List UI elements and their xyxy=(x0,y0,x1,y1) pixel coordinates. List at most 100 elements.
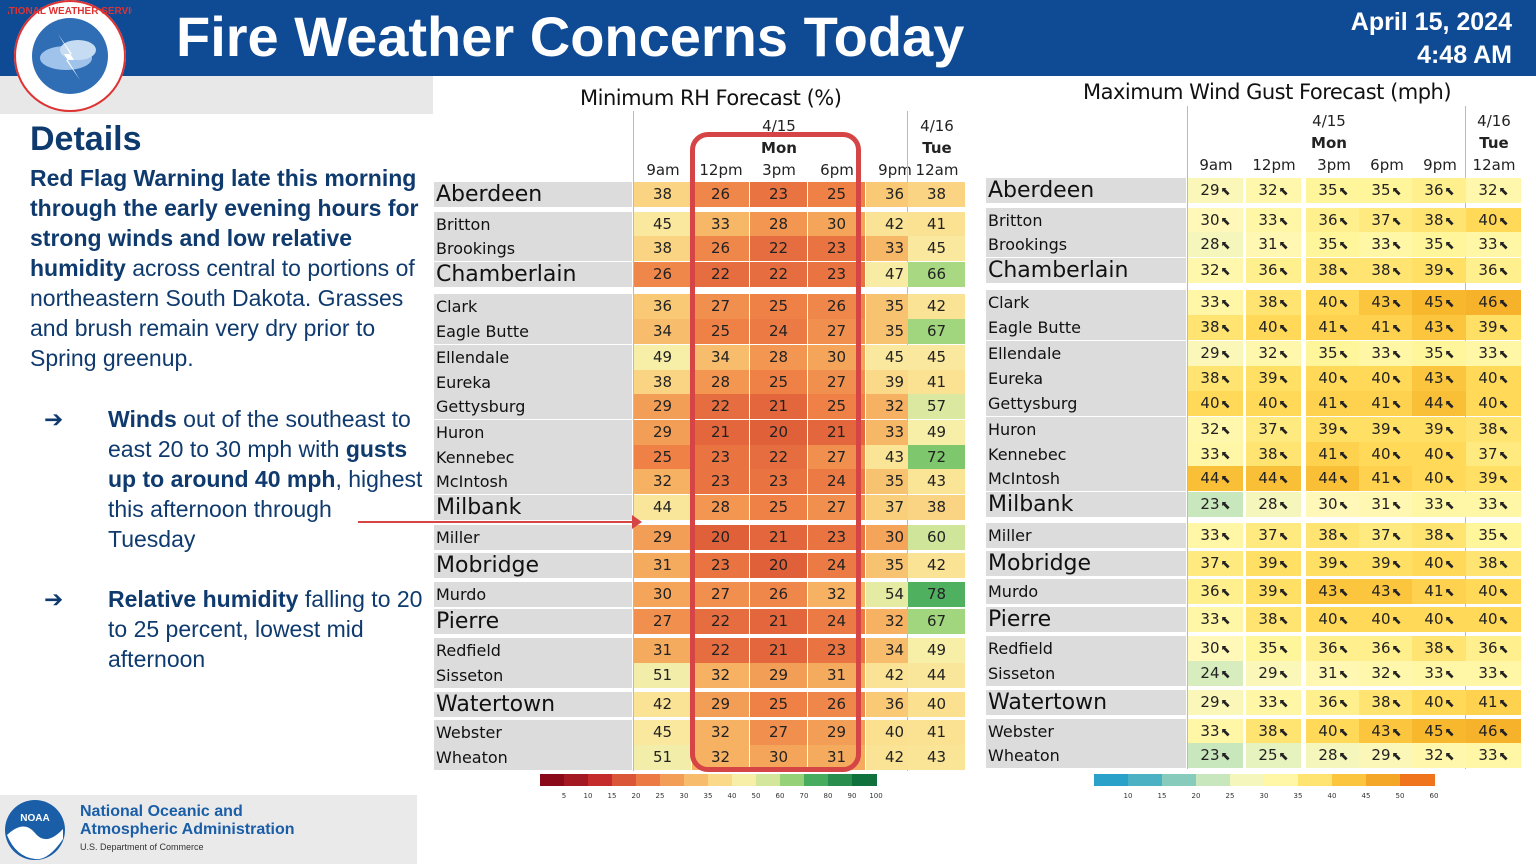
wind-table-value-cell: 33⬉ xyxy=(1466,743,1521,768)
rh-table-value-cell: 45 xyxy=(634,212,691,237)
wind-table-colorbar-segment xyxy=(1332,774,1367,786)
rh-table-value-cell: 43 xyxy=(908,469,965,494)
wind-table-value-cell: 36⬉ xyxy=(1466,258,1521,283)
rh-table-col-header: 9am xyxy=(646,161,680,179)
wind-table-row: Sisseton 24⬉ 29⬉ 31⬉ 32⬉ 33⬉ 33⬉ xyxy=(986,661,1522,687)
rh-table-value-cell: 28 xyxy=(750,212,807,237)
wind-table-value: 36 xyxy=(1318,211,1338,229)
wind-table-value: 39 xyxy=(1371,554,1391,572)
rh-table-colorbar-tick: 35 xyxy=(703,792,713,800)
rh-table-value: 23 xyxy=(826,528,847,546)
rh-table-value-cell: 31 xyxy=(808,663,865,688)
wind-table-value: 40 xyxy=(1478,582,1498,600)
rh-table-value-cell: 29 xyxy=(750,663,807,688)
wind-table-value-cell: 33⬉ xyxy=(1412,661,1467,686)
wind-direction-arrow-icon: ⬉ xyxy=(1220,238,1231,252)
rh-table-value: 25 xyxy=(710,322,731,340)
wind-table-value: 41 xyxy=(1318,445,1338,463)
wind-table-value-cell: 36⬉ xyxy=(1306,208,1361,233)
wind-table-location-label: Brookings xyxy=(986,232,1186,257)
rh-table-value: 26 xyxy=(768,585,789,603)
rh-table-value: 26 xyxy=(710,185,731,203)
rh-table-value: 20 xyxy=(768,423,789,441)
wind-direction-arrow-icon: ⬉ xyxy=(1391,642,1402,656)
wind-direction-arrow-icon: ⬉ xyxy=(1391,448,1402,462)
wind-table-value: 40 xyxy=(1424,610,1444,628)
wind-direction-arrow-icon: ⬉ xyxy=(1220,749,1231,763)
wind-table-divider xyxy=(1187,106,1188,769)
wind-direction-arrow-icon: ⬉ xyxy=(1391,397,1402,411)
wind-direction-arrow-icon: ⬉ xyxy=(1278,696,1289,710)
rh-table-value: 38 xyxy=(652,239,673,257)
wind-table-row: Kennebec 33⬉ 38⬉ 41⬉ 40⬉ 40⬉ 37⬉ xyxy=(986,442,1522,468)
wind-table-value-cell: 33⬉ xyxy=(1188,607,1243,632)
wind-table-value-cell: 37⬉ xyxy=(1359,208,1414,233)
rh-table-value: 49 xyxy=(926,423,947,441)
rh-table-colorbar-segment xyxy=(540,774,565,786)
wind-direction-arrow-icon: ⬉ xyxy=(1498,423,1509,437)
rh-table-value-cell: 22 xyxy=(750,445,807,470)
wind-direction-arrow-icon: ⬉ xyxy=(1391,238,1402,252)
wind-table-value: 38 xyxy=(1258,293,1278,311)
wind-direction-arrow-icon: ⬉ xyxy=(1338,498,1349,512)
rh-table-row: Redfield 31 22 21 23 34 49 xyxy=(434,638,966,664)
rh-table-value-cell: 29 xyxy=(808,720,865,745)
rh-table-value: 41 xyxy=(926,373,947,391)
rh-table-value: 27 xyxy=(826,373,847,391)
wind-table-value: 29 xyxy=(1200,344,1220,362)
nws-logo-icon: NATIONAL WEATHER SERVICE xyxy=(8,0,132,112)
wind-table-value-cell: 44⬉ xyxy=(1306,466,1361,491)
wind-table-value: 44 xyxy=(1318,469,1338,487)
rh-table-value: 28 xyxy=(710,498,731,516)
wind-table-value: 40 xyxy=(1478,610,1498,628)
rh-table-value: 26 xyxy=(826,297,847,315)
rh-table-value: 60 xyxy=(926,528,947,546)
rh-table-value-cell: 43 xyxy=(908,745,965,770)
wind-direction-arrow-icon: ⬉ xyxy=(1444,296,1455,310)
wind-table-value: 35 xyxy=(1318,181,1338,199)
rh-table-value: 27 xyxy=(826,322,847,340)
rh-table-value-cell: 29 xyxy=(634,420,691,445)
wind-table-value: 38 xyxy=(1318,261,1338,279)
wind-table-value: 38 xyxy=(1478,554,1498,572)
wind-table-location-label: Ellendale xyxy=(986,341,1186,366)
rh-table-value: 23 xyxy=(826,265,847,283)
rh-table-value: 33 xyxy=(884,423,905,441)
rh-table-value-cell: 22 xyxy=(692,638,749,663)
wind-table-value: 32 xyxy=(1424,746,1444,764)
wind-table-row: Ellendale 29⬉ 32⬉ 35⬉ 33⬉ 35⬉ 33⬉ xyxy=(986,341,1522,367)
rh-table-colorbar-segment xyxy=(660,774,685,786)
wind-table-value: 38 xyxy=(1200,318,1220,336)
wind-table-value: 37 xyxy=(1371,526,1391,544)
intro-rest: across central to portions of northeaste… xyxy=(30,255,415,371)
rh-table-row: Aberdeen 38 26 23 25 36 38 xyxy=(434,182,966,208)
issue-time: 4:48 AM xyxy=(1417,41,1512,69)
wind-direction-arrow-icon: ⬉ xyxy=(1338,725,1349,739)
wind-table-value: 41 xyxy=(1371,318,1391,336)
wind-table-value-cell: 35⬉ xyxy=(1246,636,1301,661)
rh-table-value: 51 xyxy=(652,666,673,684)
wind-direction-arrow-icon: ⬉ xyxy=(1391,372,1402,386)
wind-direction-arrow-icon: ⬉ xyxy=(1220,696,1231,710)
rh-table-location-label: Huron xyxy=(434,420,632,445)
wind-table-value: 38 xyxy=(1258,722,1278,740)
rh-table-value: 21 xyxy=(768,397,789,415)
wind-direction-arrow-icon: ⬉ xyxy=(1444,397,1455,411)
rh-table-colorbar-tick: 50 xyxy=(751,792,761,800)
rh-table-value-cell: 67 xyxy=(908,319,965,344)
rh-table-location-label: Mobridge xyxy=(434,553,632,578)
rh-table-value: 22 xyxy=(710,612,731,630)
wind-direction-arrow-icon: ⬉ xyxy=(1498,498,1509,512)
rh-table-value-cell: 60 xyxy=(908,525,965,550)
wind-table-value-cell: 33⬉ xyxy=(1246,208,1301,233)
wind-direction-arrow-icon: ⬉ xyxy=(1338,642,1349,656)
wind-table-value-cell: 41⬉ xyxy=(1306,315,1361,340)
wind-table-colorbar-tick: 35 xyxy=(1293,792,1303,800)
rh-table-colorbar-segment xyxy=(780,774,805,786)
arrow-right-icon: ➔ xyxy=(44,406,64,432)
rh-table-row: McIntosh 32 23 23 24 35 43 xyxy=(434,469,966,495)
wind-table-value: 40 xyxy=(1424,445,1444,463)
wind-table-row: Webster 33⬉ 38⬉ 40⬉ 43⬉ 45⬉ 46⬉ xyxy=(986,719,1522,745)
wind-table-location-label: Sisseton xyxy=(986,661,1186,686)
rh-table-value-cell: 41 xyxy=(908,212,965,237)
